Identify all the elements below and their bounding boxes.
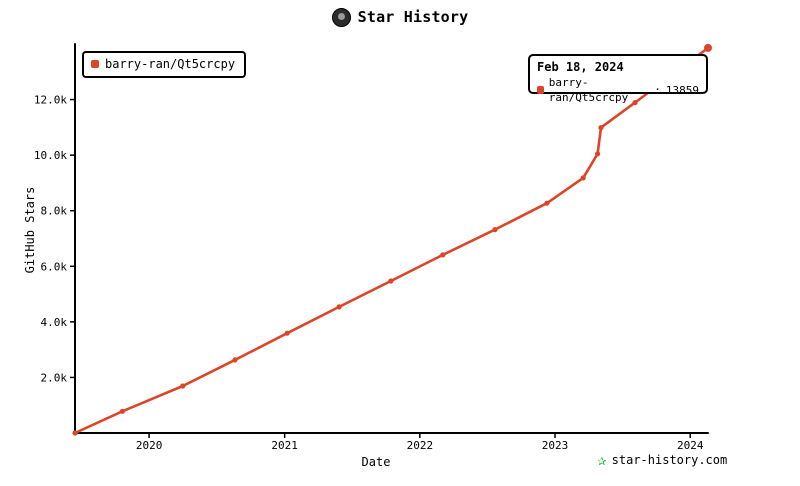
y-tick-label: 6.0k [41, 260, 68, 273]
series-point [440, 252, 446, 258]
x-tick-label: 2023 [542, 439, 569, 452]
tooltip-date: Feb 18, 2024 [537, 60, 624, 74]
star-icon: ✰ [597, 450, 607, 469]
watermark-text: star-history.com [611, 453, 728, 467]
series-point [119, 408, 125, 414]
series-point [544, 200, 550, 206]
series-point [180, 383, 186, 389]
x-tick-label: 2022 [407, 439, 434, 452]
tooltip-row: barry-ran/Qt5crcpy: 13859 [537, 75, 699, 105]
chart-legend: barry-ran/Qt5crcpy [82, 51, 247, 78]
series-line [73, 46, 710, 435]
chart-series-layer [72, 43, 712, 436]
x-tick-label: 2024 [677, 439, 704, 452]
legend-swatch-icon [91, 60, 99, 68]
series-point [72, 430, 78, 436]
x-tick-label: 2021 [271, 439, 298, 452]
series-point [336, 304, 342, 310]
y-tick-label: 8.0k [41, 205, 68, 218]
watermark-link[interactable]: ✰ star-history.com [597, 450, 728, 469]
tooltip-value: 13859 [665, 83, 699, 97]
y-axis-title: GitHub Stars [23, 187, 37, 274]
repo-owner-avatar-icon [331, 7, 351, 27]
y-tick-label: 2.0k [41, 371, 68, 384]
chart-title-row: Star History [0, 5, 800, 29]
series-point [284, 330, 290, 336]
series-point [492, 227, 498, 233]
chart-axes [74, 43, 709, 434]
series-point [704, 43, 712, 52]
x-axis-title: Date [362, 455, 391, 469]
y-tick-label: 10.0k [34, 149, 67, 162]
y-tick-label: 4.0k [41, 316, 68, 329]
hover-tooltip: Feb 18, 2024 barry-ran/Qt5crcpy: 13859 [528, 54, 708, 104]
tooltip-swatch-icon [537, 86, 544, 94]
chart-ticks: 2020 2021 2022 2023 2024 2.0k 4.0k 6.0k 8.0k 10.0… [34, 94, 704, 452]
legend-series-label: barry-ran/Qt5crcpy [105, 57, 236, 71]
series-point [232, 357, 238, 363]
series-point [632, 100, 638, 106]
y-tick-label: 12.0k [34, 94, 67, 107]
tooltip-separator: : [654, 83, 661, 97]
series-point [580, 175, 586, 181]
series-point [598, 125, 604, 131]
tooltip-series-name: barry-ran/Qt5crcpy [548, 76, 629, 104]
x-tick-label: 2020 [136, 439, 163, 452]
series-point [595, 151, 601, 157]
chart-title: Star History [357, 8, 469, 26]
series-point [388, 278, 394, 284]
